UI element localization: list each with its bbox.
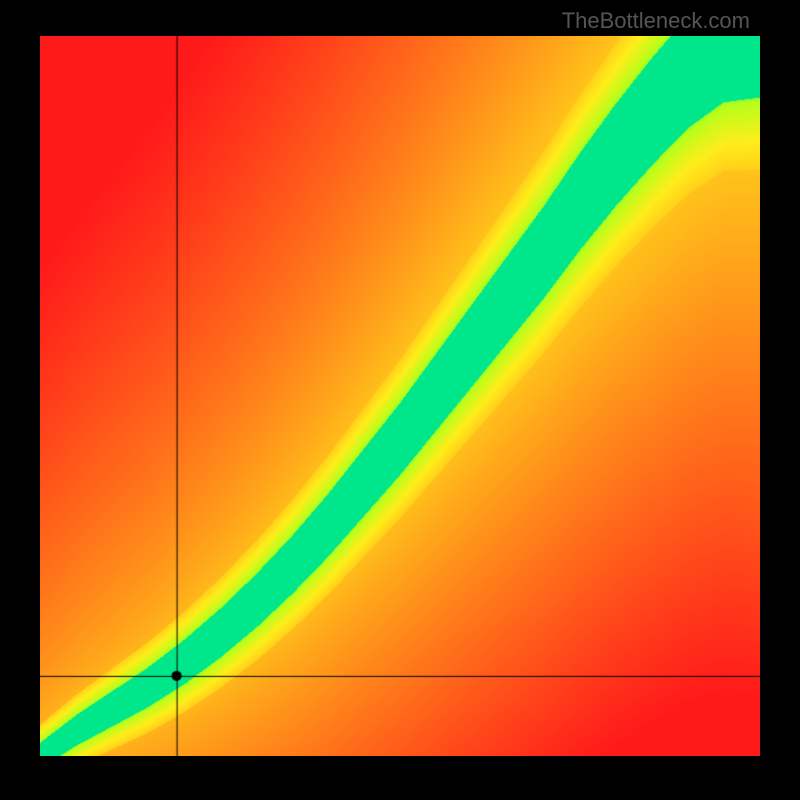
root: TheBottleneck.com xyxy=(0,0,800,800)
watermark-text: TheBottleneck.com xyxy=(562,8,750,34)
heatmap-plot xyxy=(40,36,760,756)
heatmap-canvas xyxy=(40,36,760,756)
